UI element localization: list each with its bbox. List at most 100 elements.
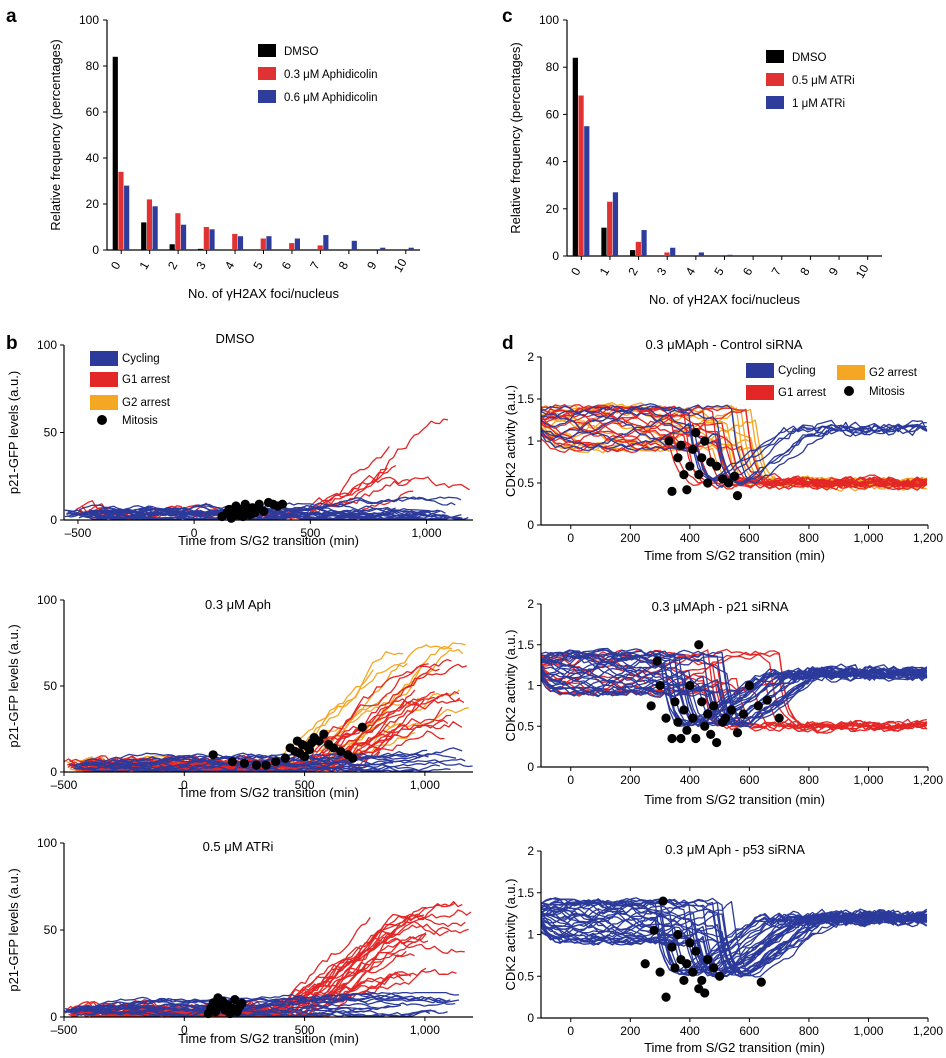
chart-panel-d1: 0 0.5 1 1.5 2 0 200 400 600 800 1,000 1,200 0.3 μMAp… [503,337,943,563]
y-tick-label: 1 [527,679,534,693]
legend-swatch [844,386,854,396]
x-tick-label: 500 [295,778,315,792]
bar-0-6-m-aphidicolin [209,229,215,250]
y-axis-label: CDK2 activity (a.u.) [503,879,518,991]
bar-dmso [198,248,204,250]
trace-cycling [92,995,449,1017]
bar-dmso [630,250,636,256]
y-tick-label: 0 [92,243,99,257]
mitosis-point [673,453,683,463]
mitosis-point [251,760,262,770]
y-tick-label: 0.5 [517,476,534,490]
mitosis-point [688,444,698,454]
mitosis-point [688,713,698,723]
bar-0-3-m-aphidicolin [118,171,124,250]
x-tick-label: 4 [222,259,238,272]
x-tick-label: 9 [826,265,842,278]
x-tick-label: 0 [568,265,584,278]
y-tick-label: 1.5 [517,886,534,900]
x-tick-label: 0 [567,531,574,545]
mitosis-point [658,896,668,906]
mitosis-point [237,998,247,1008]
mitosis-point [682,725,692,735]
x-axis-label: Time from S/G2 transition (min) [178,533,359,548]
mitosis-point [723,478,734,488]
mitosis-point [691,946,701,956]
trace-cycling [541,422,928,480]
legend-swatch [90,372,118,387]
legend-swatch [837,365,865,380]
trace-cycling [541,406,927,486]
y-tick-label: 20 [546,202,560,216]
bar-0-3-m-aphidicolin [289,243,295,250]
x-tick-label: 7 [769,265,785,278]
y-tick-label: 100 [37,593,57,607]
mitosis-point [729,471,740,481]
mitosis-point [703,954,713,965]
mitosis-point [744,680,754,691]
trace-cycling [80,993,419,1015]
trace-cycling [541,403,928,482]
x-tick-label: 0 [567,773,574,787]
y-tick-label: 80 [86,59,100,73]
bar-0-6-m-aphidicolin [152,206,158,250]
legend-label: 0.5 μM ATRi [792,75,855,87]
mitosis-point [703,709,713,719]
bar-0-6-m-aphidicolin [380,247,386,250]
legend-label: 1 μM ATRi [792,98,845,110]
bar-dmso [169,244,175,250]
x-axis-label: Time from S/G2 transition (min) [178,785,359,800]
mitosis-point [348,753,358,763]
x-tick-label: 0 [108,259,124,272]
x-tick-label: 1,000 [410,778,440,792]
mitosis-point [336,746,346,756]
x-tick-label: 0 [567,1024,574,1038]
y-tick-label: 0 [50,1010,57,1024]
mitosis-point [709,701,719,711]
mitosis-point [697,697,707,707]
legend-swatch [258,67,276,80]
bar-0-6-m-aphidicolin [323,235,329,250]
legend-label: G2 arrest [122,397,171,409]
y-tick-label: 100 [37,338,57,352]
legend-swatch [746,385,774,400]
bar-0-5-m-atri [607,201,613,256]
y-tick-label: 100 [79,13,99,27]
bar-1-m-atri [670,247,676,256]
traces [64,642,473,772]
x-tick-label: 10 [391,256,410,275]
mitosis-point [261,760,271,770]
x-axis-label: Time from S/G2 transition (min) [644,792,825,807]
x-tick-label: 1,000 [410,1023,440,1037]
trace-g1-arrest [70,968,457,1017]
legend-label: Cycling [122,353,160,365]
mitosis-point [720,713,731,723]
x-tick-label: 1 [597,265,613,278]
bar-dmso [572,57,578,257]
x-tick-label: 1,200 [913,773,943,787]
chart-title: 0.3 μMAph - p21 siRNA [652,599,789,614]
x-tick-label: 2 [165,259,181,272]
y-tick-label: 1 [527,928,534,942]
mitosis-point [697,453,707,463]
mitosis-point [682,959,692,969]
legend-swatch [90,395,118,410]
mitosis-point [756,977,766,987]
mitosis-point [694,470,704,480]
mitosis-point [709,963,719,973]
panel-label-d: d [502,333,514,354]
mitosis-point [239,758,250,769]
y-tick-label: 0 [50,513,57,527]
mitosis-point [753,701,763,711]
mitosis-point [271,757,281,767]
mitosis-point [726,705,737,715]
mitosis-point [661,992,671,1002]
mitosis-point [697,975,707,986]
bar-0-5-m-atri [635,241,641,256]
chart-title: 0.3 μMAph - Control siRNA [645,337,802,352]
y-axis-label: p21-GFP levels (a.u.) [6,624,21,747]
bar-0-6-m-aphidicolin [237,236,244,250]
mitosis-point [732,728,743,738]
y-axis-label: CDK2 activity (a.u.) [503,385,518,497]
